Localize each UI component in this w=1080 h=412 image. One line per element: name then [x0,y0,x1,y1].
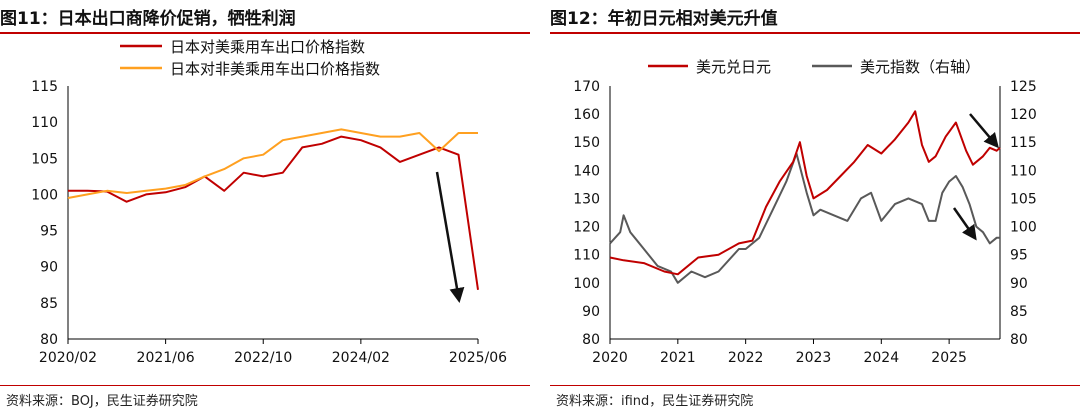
left-chart-title: 图11：日本出口商降价促销，牺牲利润 [0,4,296,29]
left-y-tick-label: 115 [31,79,58,95]
right-source-rule [550,385,1080,386]
left-x-tick-label: 2020/02 [39,350,97,366]
left-y-tick-label: 105 [31,151,58,167]
right-right-tick-label: 95 [1010,248,1028,264]
left-x-tick-label: 2024/02 [332,350,390,366]
right-right-tick-label: 110 [1010,163,1037,179]
left-chart: 80 85 90 95 100 105 110 115 2020/02 2021/06 2022/1… [0,34,530,374]
right-left-tick-label: 100 [573,276,600,292]
right-chart: 80 90 100 110 120 130 140 150 160 170 80 85 90 95 100 1… [550,34,1080,374]
right-usdjpy-arrow [970,114,997,146]
left-x-tick-label: 2022/10 [234,350,292,366]
right-left-tick-label: 120 [573,220,600,236]
right-left-tick-label: 170 [573,79,600,95]
right-right-tick-label: 105 [1010,191,1037,207]
left-x-tick-label: 2025/06 [449,350,507,366]
right-chart-panel: 图12：年初日元相对美元升值 80 90 100 110 120 130 140 150 160… [550,0,1080,412]
right-x-tick-label: 2025 [931,350,967,366]
right-left-tick-label: 160 [573,107,600,123]
left-y-tick-label: 85 [40,296,58,312]
right-left-tick-label: 110 [573,248,600,264]
right-x-tick-label: 2022 [728,350,764,366]
left-chart-panel: 图11：日本出口商降价促销，牺牲利润 80 85 90 95 100 105 110 115 2… [0,0,530,412]
right-left-tick-label: 80 [582,332,600,348]
left-x-tick-label: 2021/06 [137,350,195,366]
right-x-tick-label: 2020 [592,350,628,366]
right-x-tick-label: 2024 [863,350,899,366]
left-series-line-2 [68,129,478,198]
left-chart-source: 资料来源：BOJ，民生证券研究院 [6,390,198,409]
left-legend-label-1: 日本对美乘用车出口价格指数 [170,38,365,56]
left-y-tick-label: 100 [31,187,58,203]
right-right-tick-label: 120 [1010,107,1037,123]
right-right-tick-label: 115 [1010,135,1037,151]
right-legend-label-1: 美元兑日元 [696,58,771,76]
right-left-tick-label: 150 [573,135,600,151]
right-legend-label-2: 美元指数（右轴） [860,58,980,76]
right-right-tick-label: 100 [1010,220,1037,236]
right-left-tick-label: 140 [573,163,600,179]
right-right-tick-label: 85 [1010,304,1028,320]
right-chart-title: 图12：年初日元相对美元升值 [550,4,778,29]
right-x-tick-label: 2021 [660,350,696,366]
right-x-tick-label: 2023 [796,350,832,366]
right-left-tick-label: 130 [573,191,600,207]
right-series-line-2 [610,154,1000,283]
left-y-tick-label: 95 [40,224,58,240]
right-right-tick-label: 80 [1010,332,1028,348]
left-series-line-1 [68,137,478,290]
right-chart-source: 资料来源：ifind，民生证券研究院 [556,390,753,409]
right-right-tick-label: 90 [1010,276,1028,292]
left-y-tick-label: 110 [31,115,58,131]
left-y-tick-label: 90 [40,260,58,276]
left-legend-label-2: 日本对非美乘用车出口价格指数 [170,60,380,78]
left-y-tick-label: 80 [40,332,58,348]
left-source-rule [0,385,530,386]
right-right-tick-label: 125 [1010,79,1037,95]
right-left-tick-label: 90 [582,304,600,320]
left-decline-arrow [437,172,459,300]
